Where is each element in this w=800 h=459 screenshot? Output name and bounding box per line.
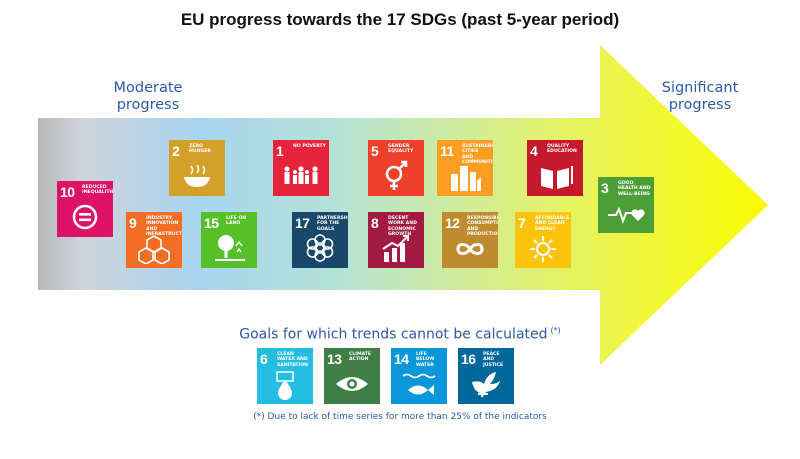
sun-icon [530,236,556,262]
sdg-9-tile: 9 Industry, innovation and infrastructur… [126,212,182,268]
no-trend-heading: Goals for which trends cannot be calcula… [239,326,561,343]
sdg-1-tile: 1 No poverty [273,140,329,196]
sdg-7-tile: 7 Affordable and clean energy [515,212,571,268]
fish-icon [402,373,436,395]
book-icon [541,166,573,189]
eye-icon [336,377,368,391]
sdg-15-tile: 15 Life on land [201,212,257,268]
sdg-10-tile: 10 Reduced inequalities [57,181,113,237]
sdg-16-tile: 16 Peace and justice [458,348,514,404]
sdg-12-tile: 12 Responsible consumption and productio… [442,212,498,268]
sdg-4-tile: 4 Quality education [527,140,583,196]
footnote: (*) Due to lack of time series for more … [253,412,547,422]
sdg-14-tile: 14 Life below water [391,348,447,404]
equality-icon [72,204,98,230]
tree-icon [215,235,245,261]
growth-chart-icon [382,235,409,262]
sdg-11-tile: 11 Sustainable cities and communities [437,140,493,196]
buildings-icon [451,166,481,191]
moderate-progress-label: Moderate progress [113,80,183,113]
sdg-13-tile: 13 Climate action [324,348,380,404]
sdg-17-tile: 17 Partnerships for the goals [292,212,348,268]
sdg-6-tile: 6 Clean water and sanitation [257,348,313,404]
sdg-3-tile: 3 Good health and well-being [598,177,654,233]
heartbeat-icon [608,206,645,224]
sdg-5-tile: 5 Gender equality [368,140,424,196]
bowl-icon [184,164,210,187]
infinity-icon [456,243,484,255]
gender-icon [385,160,408,190]
sdg-8-tile: 8 Decent work and economic growth [368,212,424,268]
dove-icon [472,372,500,398]
family-icon [284,166,318,184]
flower-icon [306,234,334,262]
page-title: EU progress towards the 17 SDGs (past 5-… [180,10,620,29]
water-drop-icon [276,371,294,400]
sdg-2-tile: 2 Zero hunger [169,140,225,196]
cubes-icon [138,235,170,264]
significant-progress-label: Significant progress [661,80,739,113]
